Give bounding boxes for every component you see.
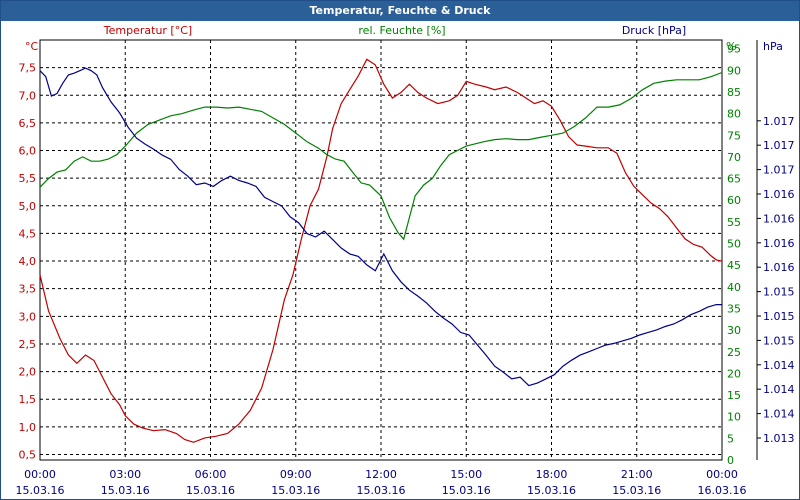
humidity-tick-label: 50 [727,238,741,251]
temperature-tick-label: 6,0 [19,145,37,158]
temperature-tick-label: 7,0 [19,89,37,102]
pressure-tick-label: 1.016 [763,237,795,250]
humidity-tick-label: 60 [727,194,741,207]
humidity-tick-label: 95 [727,43,741,56]
humidity-tick-label: 35 [727,302,741,315]
humidity-tick-label: 85 [727,86,741,99]
pressure-tick-label: 1.017 [763,115,795,128]
temperature-tick-label: 3,0 [19,310,37,323]
temperature-tick-label: 5,5 [19,172,37,185]
x-tick-date: 15.03.16 [442,484,491,497]
temperature-tick-label: 1,5 [19,393,37,406]
humidity-tick-label: 40 [727,281,741,294]
temperature-axis-label: Temperatur [°C] [103,24,192,37]
temperature-tick-label: 2,0 [19,366,37,379]
pressure-tick-label: 1.016 [763,261,795,274]
humidity-tick-label: 55 [727,216,741,229]
pressure-line [39,67,722,387]
pressure-axis-label: Druck [hPa] [622,24,686,37]
x-tick-time: 03:00 [109,468,141,481]
humidity-tick-label: 90 [727,64,741,77]
temperature-tick-label: 7,5 [19,62,37,75]
humidity-tick-label: 30 [727,324,741,337]
x-tick-date: 15.03.16 [612,484,661,497]
humidity-line [39,71,723,241]
humidity-tick-label: 70 [727,151,741,164]
humidity-tick-label: 80 [727,108,741,121]
temperature-tick-label: 5,0 [19,200,37,213]
temperature-tick-label: 2,5 [19,338,37,351]
pressure-tick-label: 1.014 [763,383,795,396]
x-tick-time: 09:00 [280,468,312,481]
humidity-tick-label: 65 [727,173,741,186]
x-tick-date: 15.03.16 [527,484,576,497]
x-tick-date: 15.03.16 [101,484,150,497]
x-tick-time: 00:00 [706,468,738,481]
temperature-tick-label: 6,5 [19,117,37,130]
humidity-tick-label: 25 [727,346,741,359]
x-tick-date: 15.03.16 [357,484,406,497]
x-tick-time: 15:00 [450,468,482,481]
temperature-tick-label: 4,5 [19,227,37,240]
pressure-tick-label: 1.015 [763,310,795,323]
humidity-tick-label: 45 [727,259,741,272]
window-title: Temperatur, Feuchte & Druck [1,1,799,21]
humidity-axis-label: rel. Feuchte [%] [358,24,445,37]
humidity-tick-label: 5 [727,432,734,445]
humidity-tick-label: 10 [727,411,741,424]
x-tick-time: 06:00 [195,468,227,481]
humidity-tick-label: 75 [727,129,741,142]
temperature-tick-label: 0,5 [19,448,37,461]
humidity-tick-label: 20 [727,367,741,380]
pressure-tick-label: 1.016 [763,212,795,225]
x-tick-date: 16.03.16 [698,484,747,497]
humidity-tick-label: 15 [727,389,741,402]
x-tick-time: 21:00 [621,468,653,481]
x-tick-date: 15.03.16 [271,484,320,497]
pressure-tick-label: 1.014 [763,359,795,372]
temperature-line [39,58,723,443]
x-tick-date: 15.03.16 [186,484,235,497]
pressure-tick-label: 1.014 [763,408,795,421]
humidity-tick-label: 0 [727,454,734,467]
pressure-unit-label: hPa [763,40,783,53]
x-tick-time: 00:00 [24,468,56,481]
temperature-unit-label: °C [25,40,39,53]
humidity-unit-label: % [726,40,736,53]
temperature-tick-label: 4,0 [19,255,37,268]
pressure-tick-label: 1.017 [763,139,795,152]
pressure-tick-label: 1.017 [763,164,795,177]
pressure-tick-label: 1.016 [763,188,795,201]
x-tick-time: 12:00 [365,468,397,481]
pressure-tick-label: 1.015 [763,286,795,299]
pressure-tick-label: 1.013 [763,432,795,445]
temperature-tick-label: 3,5 [19,283,37,296]
temperature-tick-label: 1,0 [19,421,37,434]
pressure-tick-label: 1.015 [763,334,795,347]
x-tick-date: 15.03.16 [16,484,65,497]
x-tick-time: 18:00 [536,468,568,481]
